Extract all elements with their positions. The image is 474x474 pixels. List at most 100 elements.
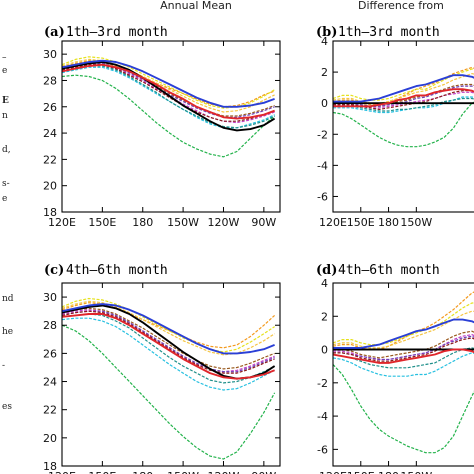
- series-line-purple: [333, 335, 474, 361]
- x-tick-label: 180: [132, 216, 153, 229]
- x-tick-label: 90W: [251, 470, 276, 474]
- panel-title: 4th–6th month: [66, 263, 168, 278]
- margin-text-fragment: es: [2, 402, 12, 412]
- series-line-purple: [62, 310, 275, 373]
- series-line-blue: [333, 318, 474, 349]
- series-line-purple: [62, 62, 275, 118]
- panel-title: 1th–3rd month: [338, 25, 440, 40]
- panel-letter: (b): [316, 25, 337, 40]
- y-tick-label: 28: [43, 74, 57, 87]
- y-tick-label: 0: [321, 344, 328, 357]
- y-tick-label: -2: [317, 128, 328, 141]
- x-tick-label: 150W: [400, 216, 432, 229]
- y-tick-label: 2: [321, 66, 328, 79]
- plot-frame: [332, 40, 474, 213]
- margin-text-fragment: n: [2, 111, 8, 121]
- margin-text-fragment: -: [2, 361, 5, 371]
- panel-title: 4th–6th month: [338, 263, 440, 278]
- y-tick-label: -4: [317, 159, 328, 172]
- y-tick-label: 20: [43, 180, 57, 193]
- x-tick-label: 90W: [251, 216, 276, 229]
- x-tick-label: 120E: [319, 470, 347, 474]
- x-tick-label: 120E: [48, 216, 76, 229]
- series-line-red: [62, 313, 275, 380]
- y-tick-label: 22: [43, 404, 57, 417]
- series-line-gold: [333, 72, 474, 104]
- x-tick-label: 150W: [400, 470, 432, 474]
- series-line-yellow: [333, 302, 474, 346]
- panel-title: 1th–3rd month: [66, 25, 168, 40]
- series-line-blue: [62, 59, 275, 108]
- series-line-teal: [333, 347, 474, 369]
- plot-frame: [61, 40, 281, 213]
- plot-frame: [61, 282, 281, 467]
- y-tick-label: 22: [43, 153, 57, 166]
- series-line-green: [62, 324, 276, 460]
- x-tick-label: 150E: [347, 216, 375, 229]
- margin-text-fragment: s-: [2, 179, 10, 189]
- series-line-red: [333, 88, 474, 108]
- x-tick-label: 120W: [208, 216, 240, 229]
- y-tick-label: -6: [317, 443, 328, 456]
- y-tick-label: 18: [43, 460, 57, 473]
- chart-panel-a: (a) 1th–3rd month 18 20 22 24 26 28 30 120E 150E 18…: [43, 25, 281, 229]
- series-line-red: [333, 348, 474, 364]
- series-line-brown: [333, 330, 474, 359]
- column-heading-right: Difference from: [358, 0, 444, 12]
- x-tick-label: 120E: [319, 216, 347, 229]
- y-tick-label: -4: [317, 410, 328, 423]
- y-tick-label: -2: [317, 377, 328, 390]
- y-tick-label: 30: [43, 48, 57, 61]
- panel-letter: (a): [44, 25, 65, 40]
- series-line-cyan: [333, 352, 474, 377]
- margin-text-fragment: he: [2, 327, 13, 337]
- series-line-yellow: [62, 297, 275, 353]
- panel-letter: (c): [44, 263, 64, 278]
- margin-text-fragment: nd: [2, 294, 14, 304]
- series-line-gold: [333, 310, 474, 349]
- y-tick-label: 30: [43, 291, 57, 304]
- y-tick-label: 20: [43, 432, 57, 445]
- margin-text-fragment: d,: [2, 145, 11, 155]
- margin-text-fragment: e: [2, 194, 7, 204]
- series-line-green: [333, 364, 474, 454]
- series-line-brown: [62, 62, 275, 117]
- margin-text-fragment: e: [2, 66, 7, 76]
- x-tick-label: 150W: [167, 470, 199, 474]
- y-tick-label: 4: [321, 35, 328, 48]
- x-tick-label: 120E: [48, 470, 76, 474]
- x-tick-label: 180: [132, 470, 153, 474]
- y-tick-label: 26: [43, 347, 57, 360]
- series-line-cyan: [62, 317, 275, 391]
- series-line-teal: [333, 97, 474, 112]
- chart-panel-c: (c)4th–6th month 18 20 22 24 26 28 30 120E 150E 18…: [43, 263, 281, 474]
- series-line-green: [62, 74, 275, 158]
- y-tick-label: 24: [43, 127, 57, 140]
- x-tick-label: 150E: [88, 216, 116, 229]
- series-line-darkred: [62, 310, 275, 374]
- y-tick-label: -6: [317, 190, 328, 203]
- plot-frame: [332, 282, 474, 467]
- y-tick-label: 2: [321, 310, 328, 323]
- x-tick-label: 150E: [88, 470, 116, 474]
- y-tick-label: 26: [43, 101, 57, 114]
- x-tick-label: 150W: [167, 216, 199, 229]
- x-tick-label: 180: [378, 216, 399, 229]
- series-line-red: [62, 63, 275, 120]
- x-tick-label: 150E: [347, 470, 375, 474]
- series-line-blue: [62, 303, 275, 355]
- chart-panel-b: (b) 1th–3rd month 4 2 0 -2 -4 -6 120E 150E 180 150W: [316, 25, 474, 229]
- series-line-gold: [62, 300, 275, 356]
- series-line-black: [62, 304, 276, 380]
- x-tick-label: 120W: [208, 470, 240, 474]
- y-tick-label: 24: [43, 376, 57, 389]
- series-line-green: [333, 101, 474, 148]
- margin-text-fragment: –: [2, 53, 7, 63]
- x-tick-label: 180: [378, 470, 399, 474]
- series-line-black: [62, 61, 276, 132]
- panel-letter: (d): [316, 263, 337, 278]
- margin-text-fragment: E: [2, 96, 9, 106]
- column-heading-left: Annual Mean: [160, 0, 232, 12]
- series-line-purple: [333, 85, 474, 107]
